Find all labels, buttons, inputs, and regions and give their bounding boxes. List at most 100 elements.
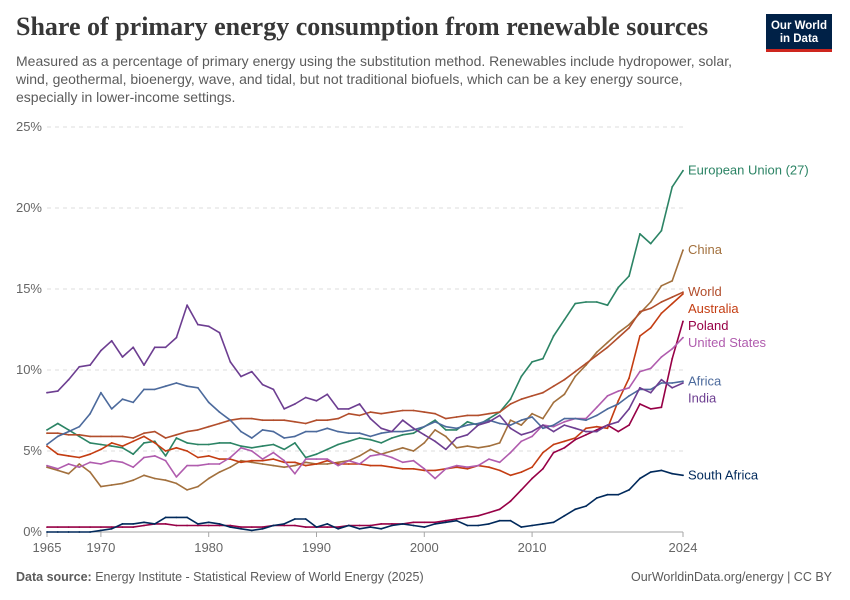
data-point (520, 433, 523, 436)
data-point (197, 464, 199, 467)
data-point (56, 422, 59, 425)
data-point (682, 169, 684, 172)
data-point (186, 464, 189, 467)
x-tick-label: 1980 (194, 540, 223, 555)
data-point (682, 293, 684, 295)
site-credit[interactable]: OurWorldinData.org/energy | CC BY (630, 570, 832, 584)
data-point (110, 339, 113, 342)
data-point (78, 456, 81, 459)
series-line (46, 293, 684, 477)
data-point (466, 516, 469, 519)
data-point (121, 445, 124, 447)
data-point (498, 508, 501, 511)
data-point (121, 435, 124, 438)
data-point (606, 341, 609, 344)
data-point (412, 467, 415, 470)
data-point (272, 388, 275, 391)
data-point (563, 420, 566, 423)
data-point (628, 275, 630, 277)
data-point (250, 446, 253, 449)
data-point (197, 523, 199, 525)
data-point (337, 408, 339, 410)
data-point (401, 446, 404, 449)
data-point (682, 382, 684, 384)
data-point (520, 375, 523, 378)
data-point (455, 446, 458, 449)
data-point (186, 516, 189, 519)
data-point (46, 531, 48, 533)
series-label: Poland (688, 318, 728, 333)
data-point (110, 484, 113, 486)
data-point (143, 442, 145, 444)
data-source-text[interactable]: Energy Institute - Statistical Review of… (95, 570, 424, 584)
data-point (617, 493, 620, 496)
data-point (466, 424, 469, 426)
data-point (520, 398, 523, 401)
data-point (391, 523, 393, 525)
data-point (509, 403, 512, 405)
data-point (542, 417, 544, 420)
data-point (498, 422, 501, 425)
data-point (294, 420, 296, 423)
data-point (261, 527, 264, 530)
data-point (444, 519, 447, 522)
data-point (595, 497, 598, 499)
data-point (294, 472, 296, 475)
data-point (164, 450, 167, 452)
data-point (639, 335, 641, 337)
data-point (56, 390, 59, 392)
data-point (272, 443, 275, 446)
data-point (240, 526, 242, 528)
data-point (186, 489, 189, 491)
data-point (444, 417, 447, 420)
data-point (542, 523, 544, 525)
data-point (89, 471, 91, 473)
data-point (466, 466, 469, 469)
data-point (639, 233, 641, 235)
data-point (509, 451, 512, 454)
data-point (531, 416, 533, 418)
data-point (380, 523, 383, 525)
data-point (250, 526, 253, 528)
data-point (250, 461, 253, 464)
data-point (78, 466, 81, 469)
data-point (639, 370, 641, 373)
series-label: United States (688, 335, 767, 350)
data-point (682, 249, 684, 252)
data-point (671, 348, 674, 350)
data-point (261, 463, 264, 465)
data-point (304, 430, 307, 433)
data-point (455, 466, 458, 469)
data-point (434, 523, 436, 525)
data-point (455, 429, 458, 431)
data-point (218, 524, 221, 527)
data-point (434, 521, 436, 524)
data-point (78, 435, 81, 438)
data-point (488, 458, 490, 460)
data-point (628, 408, 630, 410)
data-point (401, 467, 404, 470)
data-point (121, 482, 124, 485)
data-point (78, 365, 81, 368)
data-point (498, 519, 501, 522)
data-point (509, 424, 512, 426)
data-point (110, 442, 113, 444)
data-point (391, 524, 393, 527)
data-point (67, 472, 70, 475)
data-point (509, 427, 512, 430)
data-point (121, 523, 124, 525)
data-point (369, 526, 372, 528)
data-point (455, 427, 458, 430)
data-point (563, 440, 566, 443)
data-point (369, 455, 372, 457)
data-point (197, 323, 199, 326)
data-point (218, 458, 221, 460)
data-point (444, 425, 447, 428)
data-point (272, 524, 275, 527)
data-point (89, 364, 91, 366)
data-point (498, 442, 501, 444)
owid-logo[interactable]: Our World in Data (766, 14, 832, 52)
data-point (682, 474, 684, 477)
data-point (606, 395, 609, 397)
data-point (552, 424, 555, 426)
